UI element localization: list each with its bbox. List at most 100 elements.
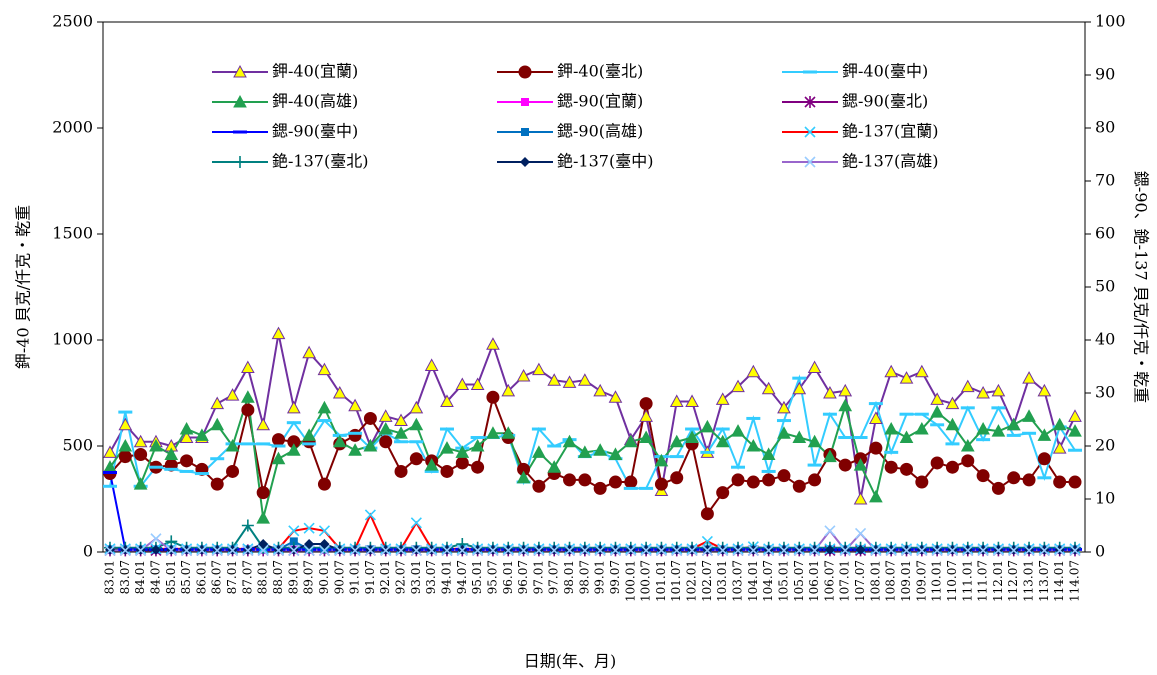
x-tick-label: 105.07 bbox=[792, 560, 806, 602]
marker bbox=[242, 544, 254, 556]
marker bbox=[133, 477, 148, 490]
marker bbox=[639, 409, 653, 422]
marker bbox=[669, 434, 684, 448]
marker bbox=[134, 447, 148, 461]
marker bbox=[456, 544, 468, 556]
marker bbox=[853, 491, 868, 505]
x-tick-label: 99.01 bbox=[593, 560, 607, 594]
marker bbox=[562, 375, 577, 388]
legend-label: 銫-137(臺中) bbox=[557, 152, 653, 171]
marker bbox=[930, 456, 944, 470]
marker bbox=[639, 430, 653, 444]
x-tick-label: 97.07 bbox=[547, 560, 561, 594]
x-tick-label: 106.07 bbox=[822, 560, 836, 602]
marker bbox=[914, 412, 929, 416]
marker bbox=[455, 445, 470, 458]
x-tick-label: 86.07 bbox=[210, 560, 224, 594]
x-tick-label: 114.07 bbox=[1068, 560, 1082, 602]
x-tick-label: 100.07 bbox=[639, 560, 653, 602]
marker bbox=[471, 460, 485, 474]
marker bbox=[302, 345, 316, 359]
marker bbox=[930, 405, 944, 418]
legend-marker bbox=[233, 64, 247, 78]
marker bbox=[945, 396, 960, 410]
marker bbox=[701, 535, 713, 547]
marker bbox=[870, 544, 882, 556]
marker bbox=[562, 434, 577, 448]
marker bbox=[761, 381, 776, 395]
marker bbox=[532, 362, 546, 376]
marker bbox=[164, 467, 179, 471]
marker bbox=[853, 436, 868, 440]
x-tick-label: 107.01 bbox=[838, 560, 852, 602]
marker bbox=[763, 544, 775, 556]
marker bbox=[441, 544, 453, 556]
marker bbox=[289, 537, 298, 546]
legend-marker bbox=[518, 65, 532, 79]
marker bbox=[210, 396, 225, 410]
x-tick-label: 84.07 bbox=[148, 560, 162, 594]
marker bbox=[931, 544, 943, 556]
marker bbox=[793, 544, 805, 556]
marker bbox=[394, 464, 408, 478]
x-tick-label: 93.07 bbox=[424, 560, 438, 594]
marker bbox=[241, 403, 255, 417]
x-tick-label: 88.07 bbox=[271, 560, 285, 594]
marker bbox=[486, 426, 500, 439]
marker bbox=[563, 473, 577, 487]
marker bbox=[410, 544, 422, 556]
legend-label: 銫-137(高雄) bbox=[842, 152, 938, 171]
marker bbox=[409, 400, 424, 414]
marker bbox=[700, 507, 714, 521]
x-tick-label: 83.01 bbox=[103, 560, 117, 594]
marker bbox=[548, 544, 560, 556]
x-tick-label: 113.01 bbox=[1022, 560, 1036, 602]
marker bbox=[518, 544, 530, 556]
marker bbox=[380, 544, 392, 556]
marker bbox=[210, 417, 225, 431]
x-tick-label: 91.01 bbox=[348, 560, 362, 594]
marker bbox=[746, 416, 761, 420]
marker bbox=[439, 427, 454, 431]
marker bbox=[807, 463, 822, 467]
marker bbox=[472, 544, 484, 556]
marker bbox=[1008, 544, 1020, 556]
marker bbox=[302, 442, 317, 446]
marker bbox=[976, 421, 990, 435]
marker bbox=[241, 390, 255, 403]
x-tick-label: 104.01 bbox=[746, 560, 760, 602]
x-tick-label: 92.07 bbox=[394, 560, 408, 594]
marker bbox=[1037, 383, 1052, 397]
marker bbox=[977, 544, 989, 556]
marker bbox=[470, 436, 485, 440]
marker bbox=[348, 398, 362, 412]
marker bbox=[179, 469, 194, 473]
marker bbox=[165, 544, 177, 556]
marker bbox=[364, 509, 376, 521]
marker bbox=[104, 544, 116, 556]
marker bbox=[746, 475, 760, 489]
marker bbox=[838, 383, 853, 397]
marker bbox=[363, 411, 377, 425]
marker bbox=[640, 544, 652, 556]
marker bbox=[394, 426, 408, 439]
marker bbox=[256, 486, 270, 500]
marker bbox=[410, 517, 422, 529]
y2-tick-label: 20 bbox=[1095, 436, 1115, 455]
marker bbox=[899, 371, 914, 384]
marker bbox=[655, 544, 667, 556]
marker bbox=[686, 544, 698, 556]
x-tick-label: 96.01 bbox=[501, 560, 515, 594]
marker bbox=[976, 385, 990, 399]
marker bbox=[731, 424, 745, 437]
marker bbox=[701, 544, 713, 556]
marker bbox=[302, 428, 316, 441]
marker bbox=[991, 406, 1006, 410]
marker bbox=[700, 419, 715, 433]
marker bbox=[961, 454, 975, 468]
marker bbox=[547, 373, 562, 386]
marker bbox=[424, 458, 439, 471]
x-tick-label: 111.07 bbox=[976, 560, 990, 602]
marker bbox=[286, 443, 301, 456]
marker bbox=[363, 438, 378, 452]
